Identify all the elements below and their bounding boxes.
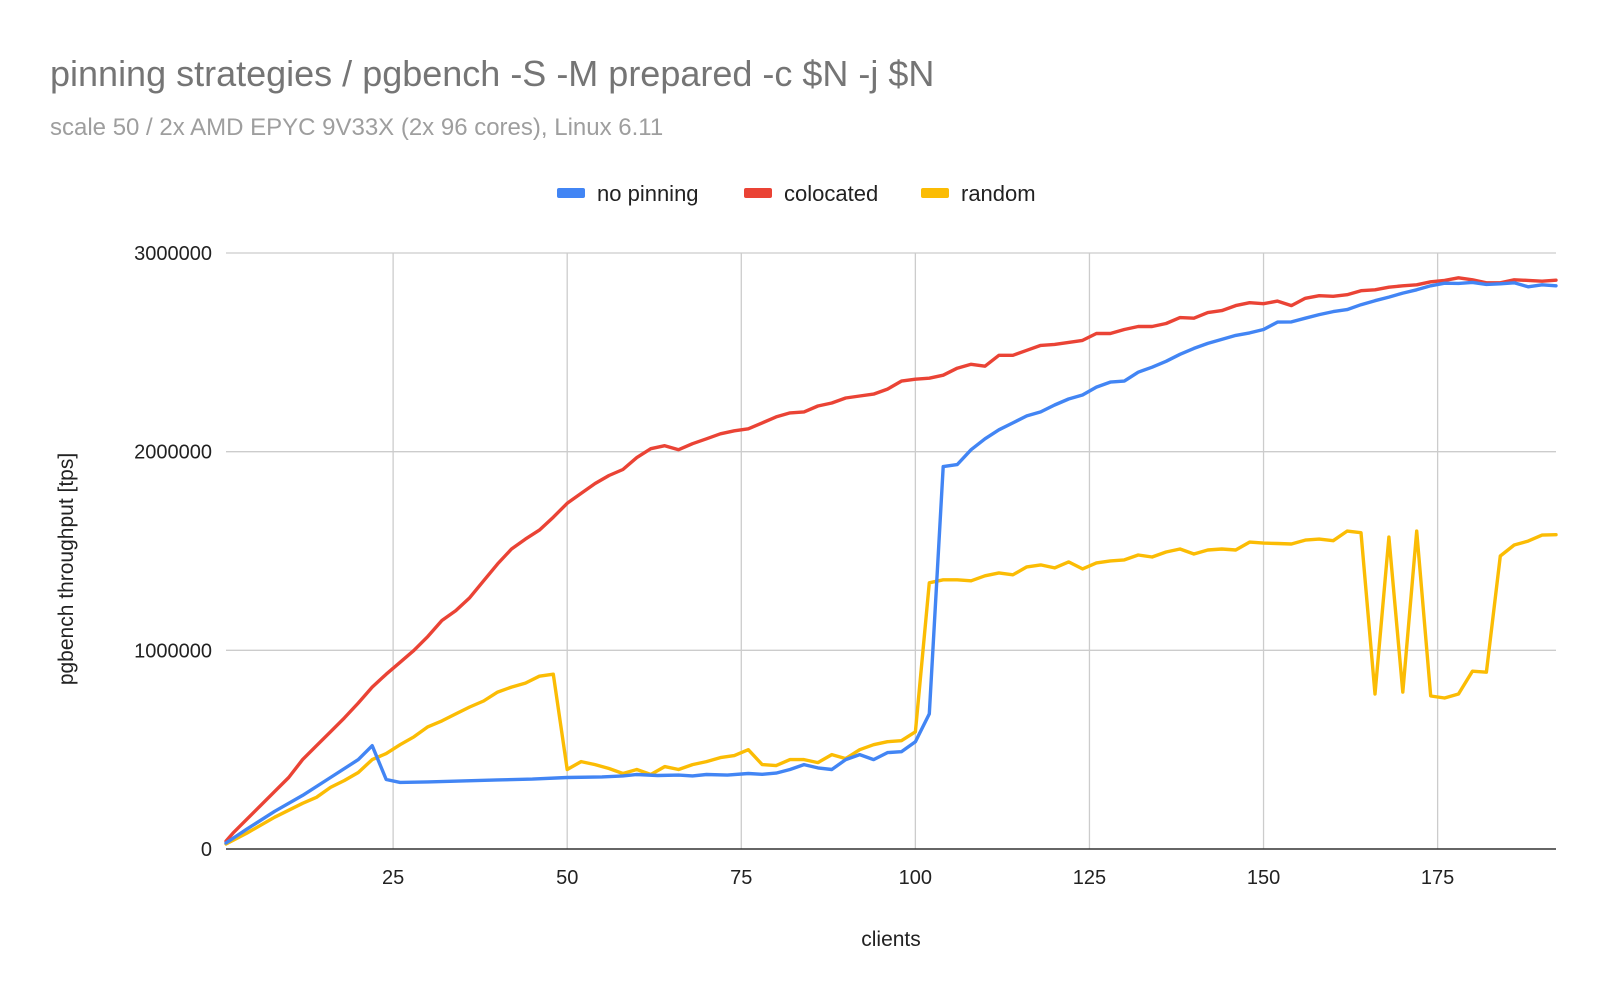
y-axis-title: pgbench throughput [tps] bbox=[55, 453, 78, 685]
legend-swatch-colocated bbox=[744, 188, 772, 198]
y-tick-label: 3000000 bbox=[134, 243, 212, 265]
chart-subtitle: scale 50 / 2x AMD EPYC 9V33X (2x 96 core… bbox=[50, 114, 663, 141]
legend-item-no-pinning[interactable]: no pinning bbox=[557, 181, 699, 206]
legend-item-colocated[interactable]: colocated bbox=[744, 181, 878, 206]
x-axis-title: clients bbox=[861, 928, 921, 951]
series-line-colocated[interactable] bbox=[224, 276, 1558, 843]
y-axis-ticks: 0 1000000 2000000 3000000 bbox=[134, 243, 212, 861]
legend-label-random: random bbox=[961, 181, 1036, 206]
plot-area bbox=[224, 276, 1558, 846]
x-tick-label: 25 bbox=[382, 867, 404, 889]
series-line-random[interactable] bbox=[224, 529, 1558, 846]
legend-label-no-pinning: no pinning bbox=[597, 181, 699, 206]
y-tick-label: 0 bbox=[201, 839, 212, 861]
y-tick-label: 1000000 bbox=[134, 640, 212, 662]
legend-item-random[interactable]: random bbox=[921, 181, 1036, 206]
legend-label-colocated: colocated bbox=[784, 181, 878, 206]
chart-title: pinning strategies / pgbench -S -M prepa… bbox=[50, 53, 934, 94]
x-tick-label: 75 bbox=[730, 867, 752, 889]
x-tick-label: 50 bbox=[556, 867, 578, 889]
x-axis-ticks: 25 50 75 100 125 150 175 bbox=[382, 867, 1454, 889]
legend-swatch-no-pinning bbox=[557, 188, 585, 198]
grid bbox=[226, 252, 1556, 849]
series-line-no-pinning[interactable] bbox=[224, 280, 1558, 845]
x-tick-label: 175 bbox=[1421, 867, 1454, 889]
y-tick-label: 2000000 bbox=[134, 442, 212, 464]
x-tick-label: 150 bbox=[1247, 867, 1280, 889]
x-tick-label: 100 bbox=[899, 867, 932, 889]
legend: no pinning colocated random bbox=[557, 181, 1036, 206]
legend-swatch-random bbox=[921, 188, 949, 198]
x-tick-label: 125 bbox=[1073, 867, 1106, 889]
